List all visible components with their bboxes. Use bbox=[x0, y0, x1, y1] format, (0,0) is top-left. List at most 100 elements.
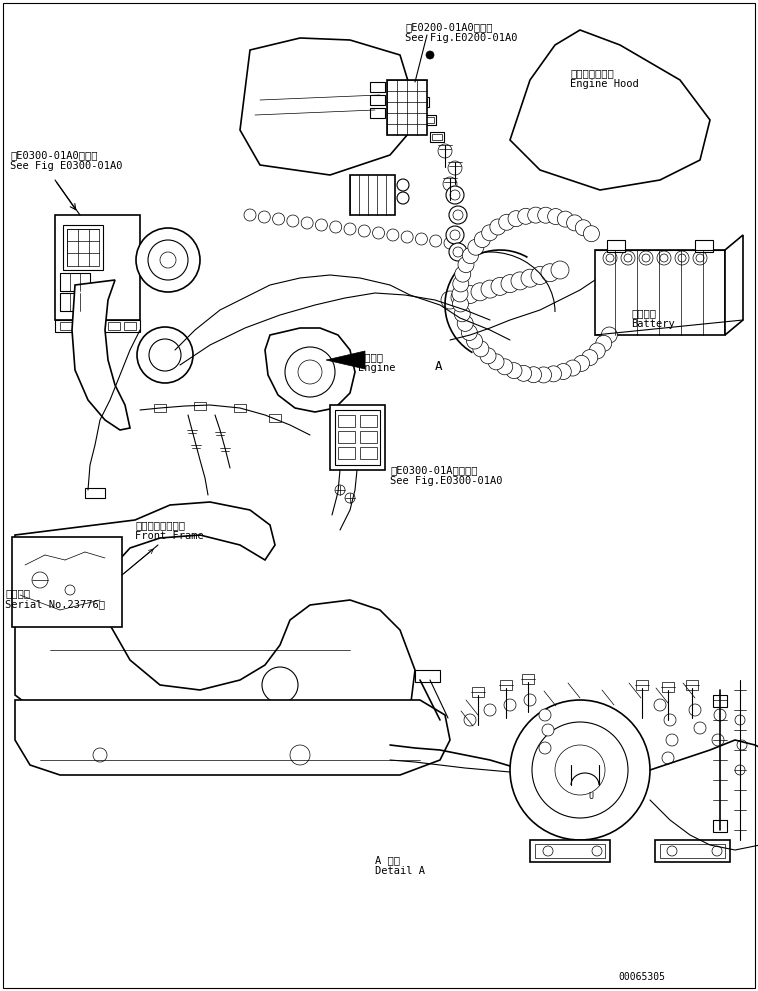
Circle shape bbox=[451, 288, 469, 306]
Circle shape bbox=[345, 493, 355, 503]
Circle shape bbox=[467, 333, 483, 349]
Circle shape bbox=[149, 339, 181, 371]
Bar bbox=[415, 670, 440, 682]
Circle shape bbox=[93, 748, 107, 762]
Polygon shape bbox=[15, 502, 415, 750]
Circle shape bbox=[464, 714, 476, 726]
Text: 第E0300-01A0図参照: 第E0300-01A0図参照 bbox=[10, 150, 98, 160]
Circle shape bbox=[654, 699, 666, 711]
Bar bbox=[535, 844, 605, 858]
Circle shape bbox=[335, 485, 345, 495]
Circle shape bbox=[387, 229, 399, 241]
Circle shape bbox=[574, 356, 590, 372]
Circle shape bbox=[490, 219, 506, 235]
Circle shape bbox=[453, 210, 463, 220]
Circle shape bbox=[148, 240, 188, 280]
Circle shape bbox=[528, 207, 543, 223]
Circle shape bbox=[506, 363, 522, 379]
Circle shape bbox=[453, 247, 463, 257]
Bar bbox=[85, 488, 105, 498]
Circle shape bbox=[532, 722, 628, 818]
Circle shape bbox=[662, 752, 674, 764]
Circle shape bbox=[475, 232, 490, 248]
Circle shape bbox=[450, 230, 460, 240]
Text: 第E0300-01A一図参照: 第E0300-01A一図参照 bbox=[390, 465, 478, 475]
Circle shape bbox=[430, 235, 442, 247]
Text: 00065305: 00065305 bbox=[618, 972, 665, 982]
Bar bbox=[408, 80, 422, 90]
Polygon shape bbox=[240, 38, 420, 175]
Bar bbox=[370, 82, 385, 92]
Circle shape bbox=[592, 846, 602, 856]
Bar bbox=[662, 682, 674, 692]
Text: Serial No.23776～: Serial No.23776～ bbox=[5, 599, 105, 609]
Circle shape bbox=[624, 254, 632, 262]
Bar bbox=[713, 695, 727, 707]
Circle shape bbox=[737, 740, 747, 750]
Circle shape bbox=[450, 190, 460, 200]
Circle shape bbox=[642, 254, 650, 262]
Text: See Fig.E0300-01A0: See Fig.E0300-01A0 bbox=[390, 476, 503, 486]
Circle shape bbox=[496, 359, 512, 375]
Polygon shape bbox=[725, 235, 743, 335]
Circle shape bbox=[491, 277, 509, 295]
Circle shape bbox=[453, 275, 468, 292]
Circle shape bbox=[258, 211, 271, 223]
Circle shape bbox=[539, 742, 551, 754]
Circle shape bbox=[531, 267, 549, 284]
Bar bbox=[154, 404, 166, 412]
Circle shape bbox=[244, 209, 256, 221]
Bar bbox=[60, 322, 72, 330]
Circle shape bbox=[555, 745, 605, 795]
Circle shape bbox=[547, 208, 564, 225]
Text: 適用号機: 適用号機 bbox=[5, 588, 30, 598]
Bar bbox=[67, 229, 99, 266]
Circle shape bbox=[667, 846, 677, 856]
Circle shape bbox=[457, 315, 473, 331]
Circle shape bbox=[521, 270, 539, 287]
Bar bbox=[360, 447, 377, 459]
Circle shape bbox=[666, 734, 678, 746]
Text: A 詳細: A 詳細 bbox=[375, 855, 400, 865]
Text: エンジンフード: エンジンフード bbox=[570, 68, 614, 78]
Circle shape bbox=[601, 327, 617, 343]
Circle shape bbox=[471, 282, 489, 301]
Circle shape bbox=[537, 207, 554, 223]
Circle shape bbox=[136, 228, 200, 292]
Circle shape bbox=[565, 360, 581, 376]
Text: See Fig.E0200-01A0: See Fig.E0200-01A0 bbox=[405, 33, 518, 43]
Circle shape bbox=[508, 211, 524, 227]
Circle shape bbox=[453, 296, 468, 312]
Polygon shape bbox=[265, 328, 355, 412]
Text: A: A bbox=[435, 360, 443, 373]
Circle shape bbox=[455, 267, 471, 282]
Bar bbox=[530, 840, 610, 862]
Circle shape bbox=[712, 846, 722, 856]
Bar bbox=[360, 415, 377, 427]
Circle shape bbox=[468, 239, 484, 256]
Circle shape bbox=[454, 306, 470, 322]
Circle shape bbox=[501, 275, 519, 292]
Bar bbox=[108, 322, 120, 330]
Circle shape bbox=[557, 211, 573, 227]
Circle shape bbox=[473, 341, 489, 357]
Text: See Fig E0300-01A0: See Fig E0300-01A0 bbox=[10, 161, 123, 171]
Circle shape bbox=[287, 215, 299, 227]
Circle shape bbox=[735, 765, 745, 775]
Circle shape bbox=[714, 709, 726, 721]
Bar bbox=[338, 447, 355, 459]
Circle shape bbox=[589, 343, 605, 359]
Circle shape bbox=[298, 360, 322, 384]
Circle shape bbox=[441, 291, 459, 309]
Circle shape bbox=[273, 213, 284, 225]
Circle shape bbox=[397, 192, 409, 204]
Circle shape bbox=[525, 367, 541, 383]
Circle shape bbox=[290, 745, 310, 765]
Text: U: U bbox=[588, 792, 593, 801]
Bar bbox=[370, 95, 385, 105]
Circle shape bbox=[359, 225, 371, 237]
Circle shape bbox=[452, 286, 468, 302]
Circle shape bbox=[657, 251, 671, 265]
Circle shape bbox=[603, 251, 617, 265]
Bar bbox=[422, 115, 436, 125]
